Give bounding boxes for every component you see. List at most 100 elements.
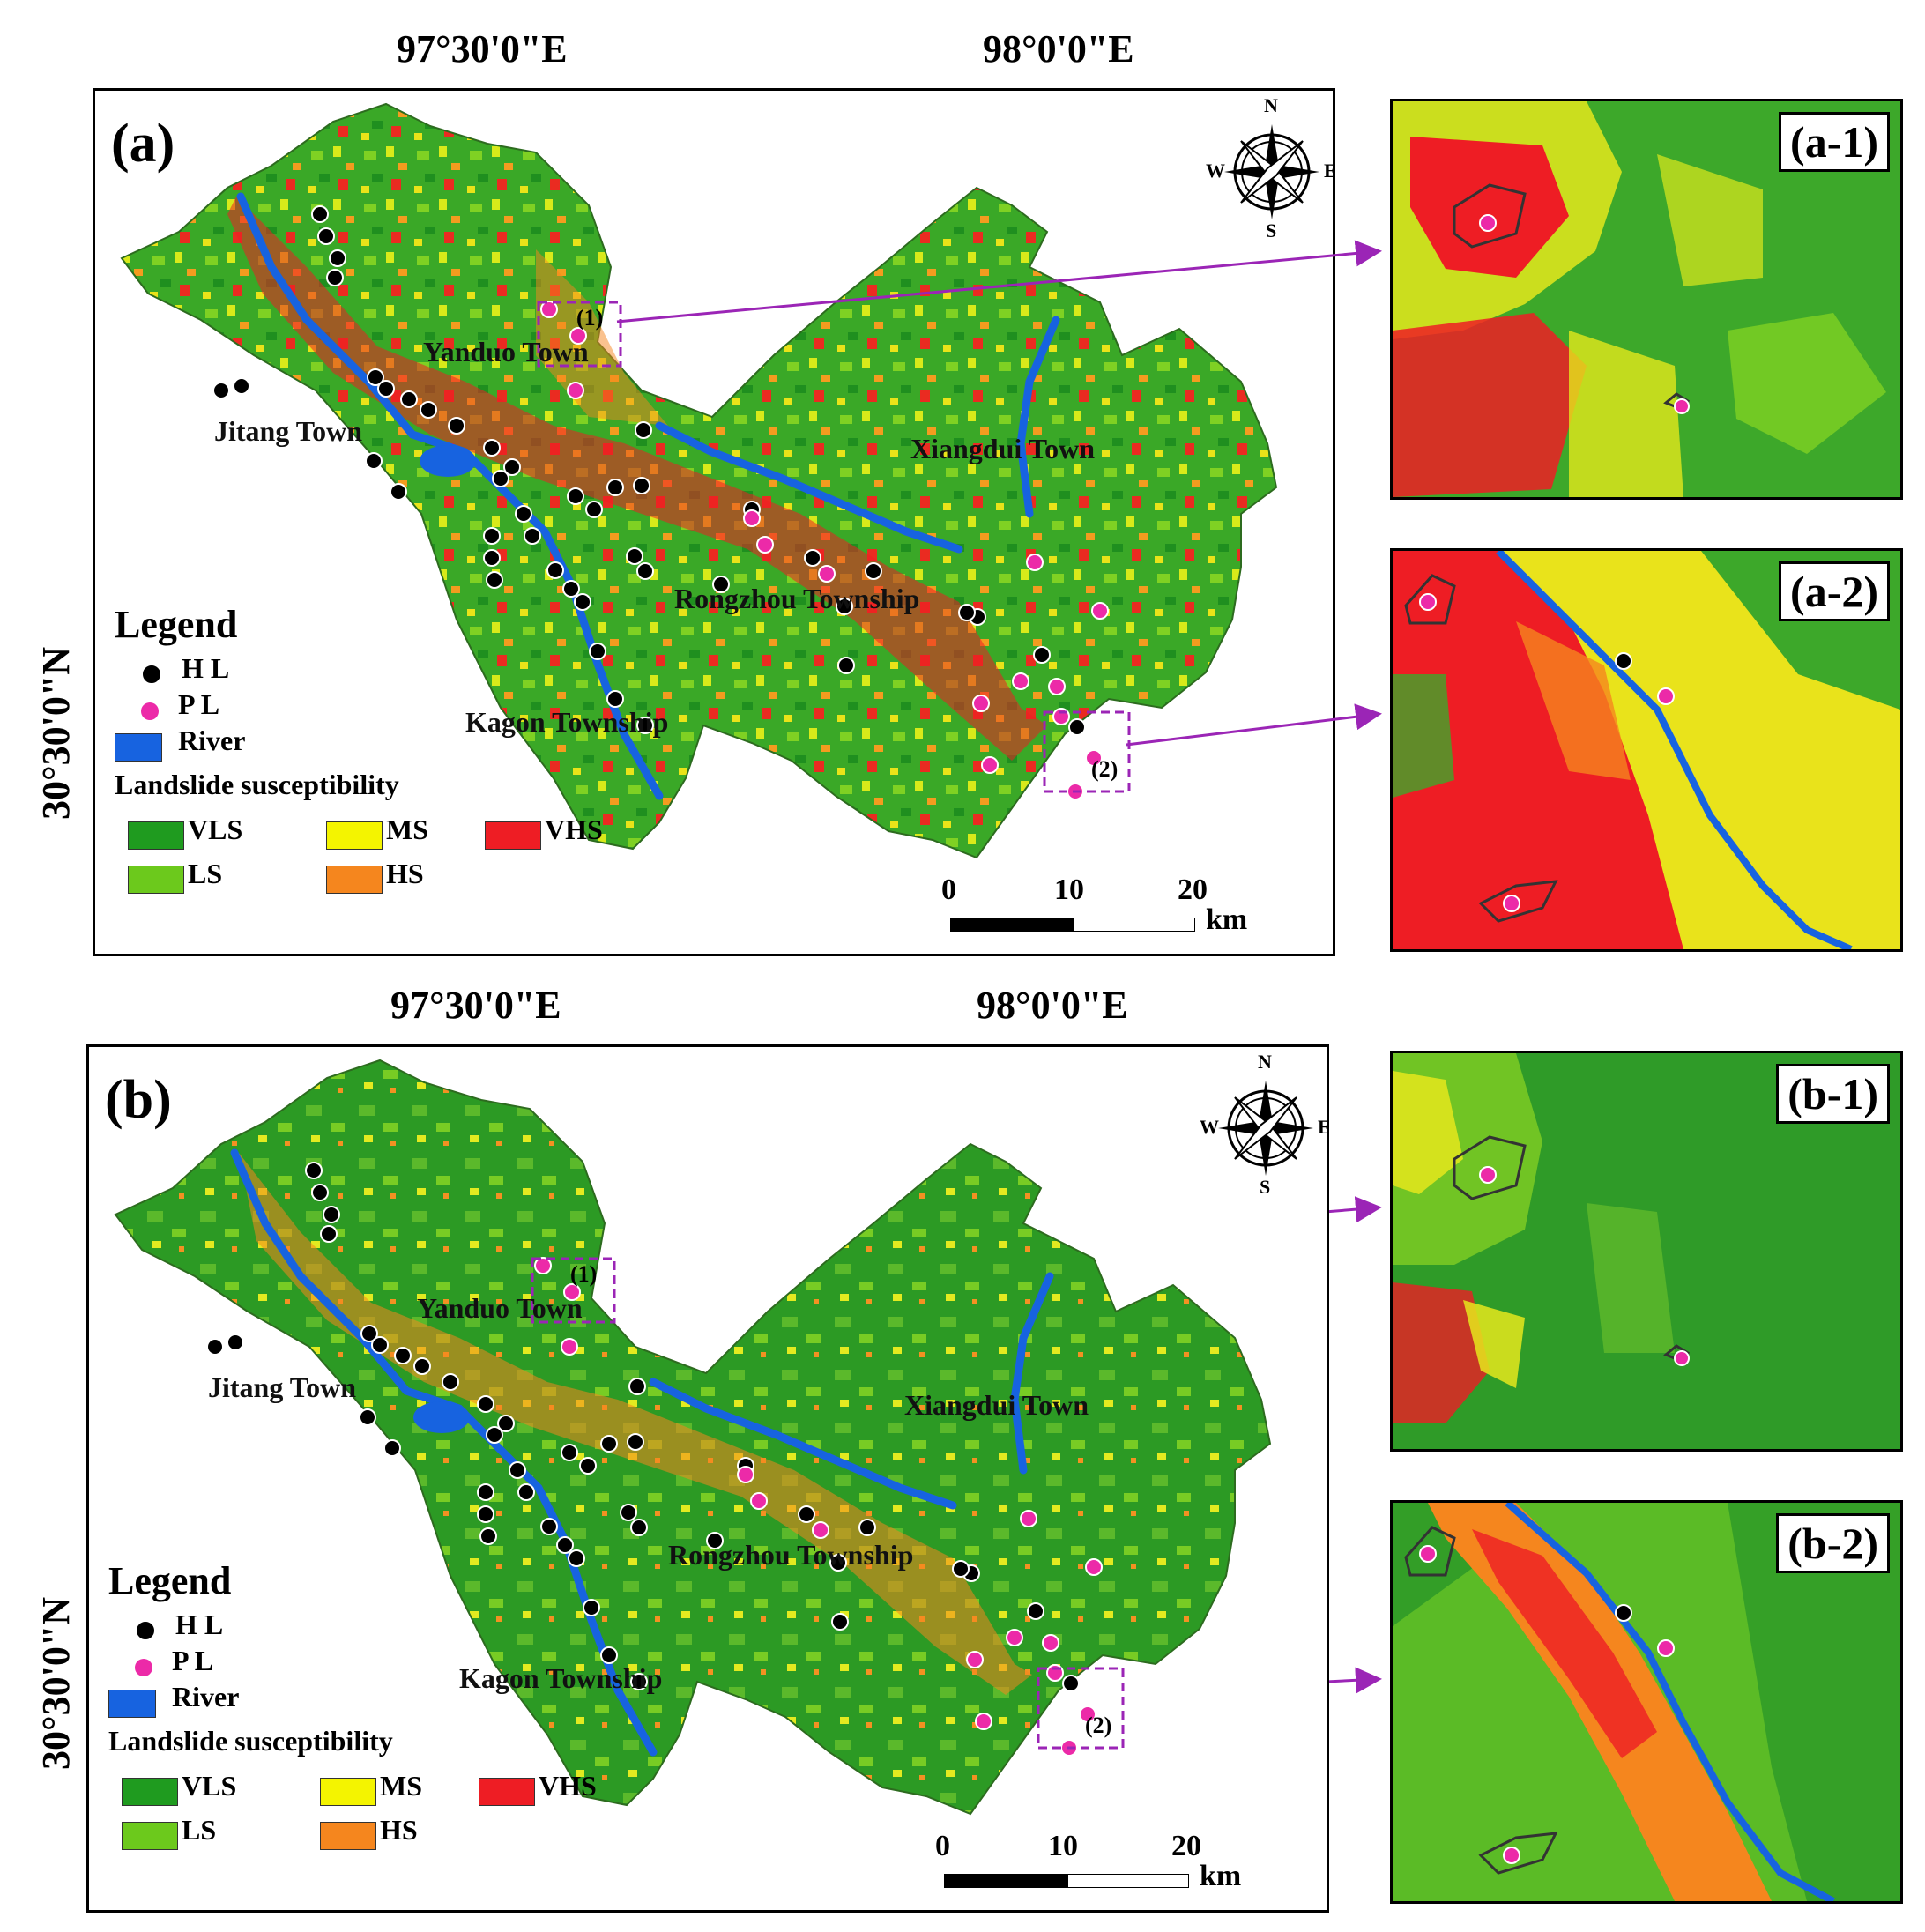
inset-b-1: (b-1) [1390, 1051, 1903, 1452]
ls-swatch [128, 865, 184, 894]
scale-20: 20 [1178, 873, 1208, 906]
compass-n: N [1264, 94, 1278, 116]
legend-title: Legend [115, 603, 238, 646]
legend-vls-label: VLS [188, 813, 243, 845]
inset-a-1-map [1393, 101, 1900, 497]
inset-b-2: (b-2) [1390, 1500, 1903, 1904]
historical-landslide-points [206, 1162, 1080, 1692]
legend-river-label: River [178, 724, 246, 757]
vhs-swatch [485, 821, 541, 850]
compass-rose: N S W E [1206, 94, 1333, 242]
legend-item-river: River [108, 1681, 602, 1718]
lake [420, 445, 476, 477]
moderate-susceptibility-band [536, 249, 668, 426]
vhs-swatch [479, 1777, 535, 1806]
legend-pl-label: P L [178, 688, 220, 721]
legend-pl-label: P L [172, 1645, 214, 1677]
hl-marker-icon [135, 1620, 156, 1642]
compass-rose-icon [1224, 124, 1319, 219]
scale-0: 0 [935, 1830, 950, 1862]
scale-10: 10 [1054, 873, 1084, 906]
scale-10: 10 [1048, 1830, 1078, 1862]
inset-b-2-map [1393, 1503, 1900, 1901]
compass-rose: N S W E [1200, 1051, 1327, 1198]
latitude-label-b: 30°30'0"N [34, 1596, 78, 1770]
zoom-box-2-label: (2) [1091, 756, 1119, 782]
hs-swatch [320, 1821, 376, 1850]
pl-marker-icon [141, 702, 159, 720]
scale-bar-a: 0 10 20 km [941, 873, 1303, 953]
legend-ls-label: LS [188, 857, 223, 889]
pl-marker-icon [135, 1658, 152, 1676]
compass-e: E [1318, 1116, 1327, 1139]
place-yanduo-town: Yanduo Town [417, 1292, 583, 1324]
historical-landslide-points [212, 205, 1086, 736]
legend-vhs-label: VHS [545, 813, 603, 845]
legend-item-pl: P L [135, 1645, 602, 1677]
legend-a: Legend H L P L River Landslide susceptib… [115, 602, 608, 902]
scale-unit: km [1200, 1860, 1242, 1892]
legend-classes: VLS LS MS HS VHS [108, 1770, 602, 1858]
compass-rose-icon [1218, 1081, 1313, 1176]
river-swatch [115, 732, 162, 762]
compass-s: S [1260, 1176, 1271, 1198]
scale-unit: km [1206, 903, 1248, 936]
legend-classes: VLS LS MS HS VHS [115, 814, 608, 902]
place-kagon-township: Kagon Township [459, 1662, 663, 1694]
compass-w: W [1206, 160, 1225, 182]
inset-b-1-label: (b-1) [1776, 1064, 1890, 1124]
map-frame-b: (b) (1) (2) Yanduo Town Jitang Town Xian… [86, 1044, 1329, 1913]
lake [413, 1401, 470, 1433]
ms-swatch [320, 1777, 376, 1806]
inset-a-1-label: (a-1) [1779, 112, 1890, 172]
legend-hs-label: HS [380, 1813, 418, 1846]
legend-susceptibility-title: Landslide susceptibility [108, 1724, 393, 1757]
latitude-label-a: 30°30'0"N [34, 646, 78, 820]
legend-item-pl: P L [141, 688, 608, 721]
vls-swatch [122, 1777, 178, 1806]
legend-item-hl: H L [141, 652, 608, 686]
potential-landslide-points [534, 1257, 1103, 1757]
zoom-box-2-label: (2) [1085, 1713, 1112, 1738]
susceptibility-map-b [114, 1059, 1272, 1816]
potential-landslide-points [540, 301, 1109, 800]
longitude-label-a-1: 97°30'0"E [397, 27, 568, 71]
inset-a-2-label: (a-2) [1779, 561, 1890, 621]
zoom-box-1 [537, 301, 622, 368]
legend-ms-label: MS [380, 1769, 422, 1802]
legend-vls-label: VLS [182, 1769, 237, 1802]
place-kagon-township: Kagon Township [465, 706, 669, 738]
scale-20: 20 [1171, 1830, 1201, 1862]
zoom-box-1-label: (1) [570, 1261, 598, 1287]
legend-river-label: River [172, 1681, 240, 1713]
longitude-label-b-1: 97°30'0"E [390, 984, 561, 1027]
legend-title: Legend [108, 1559, 232, 1602]
panel-label-b: (b) [105, 1070, 172, 1130]
place-yanduo-town: Yanduo Town [423, 336, 589, 368]
inset-a-2: (a-2) [1390, 548, 1903, 952]
high-susceptibility-band [239, 1153, 1032, 1695]
scale-bar-b: 0 10 20 km [935, 1830, 1297, 1909]
place-xiangdui-town: Xiangdui Town [904, 1389, 1089, 1421]
inset-b-1-map [1393, 1053, 1900, 1449]
river-line [236, 192, 1060, 800]
vls-swatch [128, 821, 184, 850]
inset-a-1: (a-1) [1390, 99, 1903, 500]
legend-susceptibility-title: Landslide susceptibility [115, 768, 399, 800]
compass-n: N [1258, 1051, 1272, 1073]
place-jitang-town: Jitang Town [208, 1371, 357, 1403]
panel-label-a: (a) [111, 114, 175, 174]
longitude-label-a-2: 98°0'0"E [983, 27, 1134, 71]
longitude-label-b-2: 98°0'0"E [977, 984, 1128, 1027]
compass-e: E [1324, 160, 1333, 182]
zoom-box-1 [531, 1257, 616, 1324]
place-jitang-town: Jitang Town [214, 415, 363, 447]
inset-b-2-label: (b-2) [1776, 1513, 1890, 1573]
place-xiangdui-town: Xiangdui Town [910, 433, 1096, 464]
hs-swatch [326, 865, 383, 894]
ms-swatch [326, 821, 383, 850]
legend-item-river: River [115, 724, 608, 762]
legend-ms-label: MS [386, 813, 428, 845]
zoom-box-1-label: (1) [576, 305, 604, 331]
river-line [230, 1148, 1054, 1757]
